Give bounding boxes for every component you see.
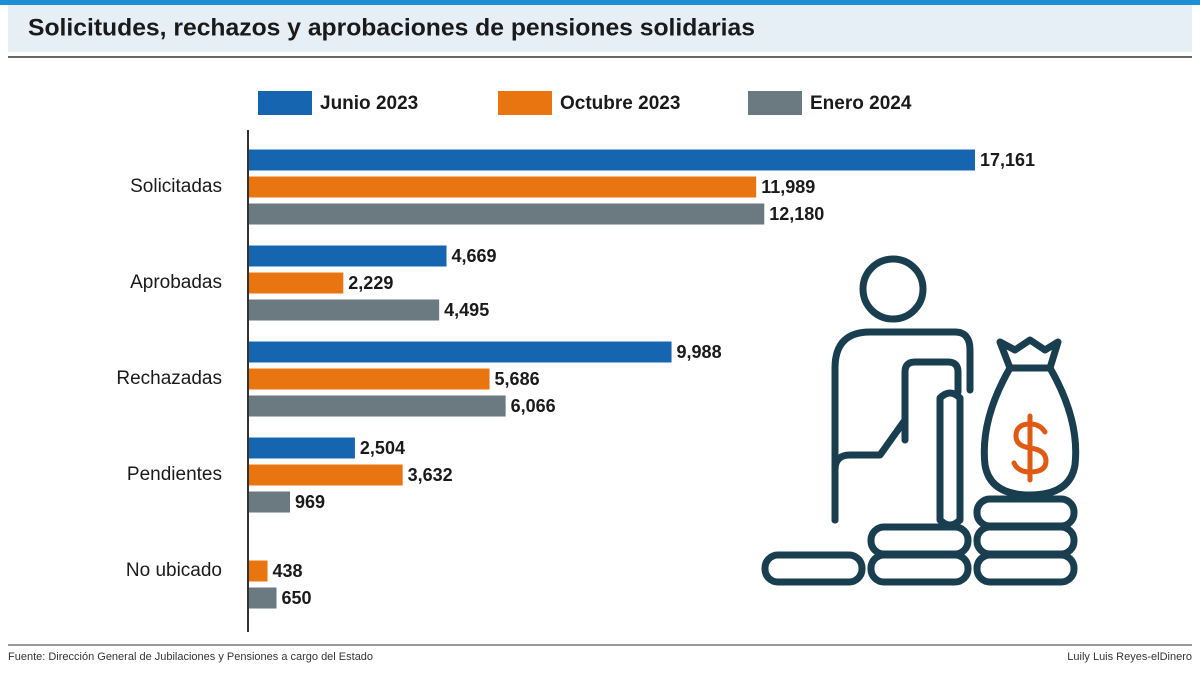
bar xyxy=(249,176,757,198)
legend-label: Junio 2023 xyxy=(320,93,418,114)
category-label: No ubicado xyxy=(126,560,222,581)
bar xyxy=(249,560,268,582)
value-label: 12,180 xyxy=(769,204,824,224)
value-label: 5,686 xyxy=(495,369,540,389)
value-label: 17,161 xyxy=(980,150,1035,170)
legend-label: Octubre 2023 xyxy=(560,93,680,114)
chart-title: Solicitudes, rechazos y aprobaciones de … xyxy=(28,14,755,41)
legend-swatch xyxy=(748,91,802,115)
legend-swatch xyxy=(258,91,312,115)
bar xyxy=(249,437,355,459)
legend-swatch xyxy=(498,91,552,115)
bar xyxy=(249,395,506,417)
value-label: 3,632 xyxy=(408,465,453,485)
bar xyxy=(249,245,447,267)
value-label: 2,504 xyxy=(360,438,405,458)
value-label: 2,229 xyxy=(348,273,393,293)
category-label: Rechazadas xyxy=(116,368,222,389)
bar xyxy=(249,149,975,171)
bar xyxy=(249,368,490,390)
credit: Luily Luis Reyes-elDinero xyxy=(1067,651,1192,663)
category-label: Aprobadas xyxy=(130,272,222,293)
title-band xyxy=(8,5,1192,52)
value-label: 4,669 xyxy=(452,246,497,266)
bar xyxy=(249,491,290,513)
bar xyxy=(249,341,672,363)
value-label: 9,988 xyxy=(677,342,722,362)
value-label: 438 xyxy=(273,561,303,581)
bar xyxy=(249,464,403,486)
value-label: 650 xyxy=(281,588,311,608)
source: Fuente: Dirección General de Jubilacione… xyxy=(8,651,373,663)
value-label: 969 xyxy=(295,492,325,512)
value-label: 6,066 xyxy=(511,396,556,416)
bar xyxy=(249,272,344,294)
top-strip xyxy=(0,0,1200,5)
category-label: Solicitadas xyxy=(130,176,222,197)
bar xyxy=(249,299,440,321)
bar xyxy=(249,587,277,609)
pension-icon xyxy=(761,255,1080,586)
bar xyxy=(249,203,765,225)
value-label: 11,989 xyxy=(761,177,815,197)
category-label: Pendientes xyxy=(127,464,222,485)
legend-label: Enero 2024 xyxy=(810,93,912,114)
value-label: 4,495 xyxy=(444,300,489,320)
